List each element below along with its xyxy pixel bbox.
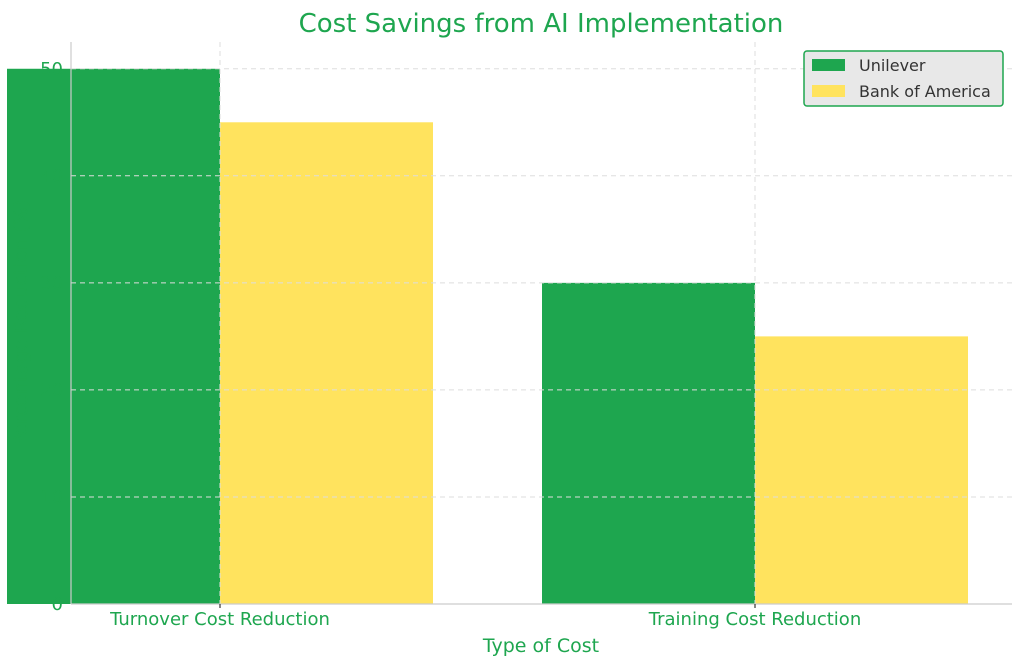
bar-bank-of-america-1 bbox=[755, 336, 968, 604]
bar-unilever-0 bbox=[7, 68, 220, 604]
bar-unilever-1 bbox=[542, 282, 755, 604]
legend-swatch-unilever bbox=[812, 59, 845, 71]
y-tick-label-20: 20 bbox=[40, 380, 63, 401]
chart-title: Cost Savings from AI Implementation bbox=[299, 9, 784, 39]
x-tick-label-0: Turnover Cost Reduction bbox=[109, 609, 330, 630]
y-axis-label: Percentage Reduction (%) bbox=[10, 200, 32, 447]
axes bbox=[70, 42, 1012, 608]
x-axis-label: Type of Cost bbox=[482, 635, 599, 657]
legend-label-bank-of-america: Bank of America bbox=[859, 82, 991, 101]
legend: Unilever Bank of America bbox=[803, 50, 1004, 107]
legend-label-unilever: Unilever bbox=[859, 56, 926, 75]
y-tick-label-30: 30 bbox=[40, 273, 63, 294]
y-tick-label-40: 40 bbox=[40, 166, 63, 187]
legend-swatch-bank-of-america bbox=[812, 85, 845, 97]
tick-labels: 0 10 20 30 40 50 Turnover Cost Reduction Traini… bbox=[40, 59, 861, 630]
bar-bank-of-america-0 bbox=[220, 122, 433, 605]
y-tick-label-0: 0 bbox=[52, 594, 63, 615]
bars bbox=[7, 68, 968, 605]
grid-overlay bbox=[71, 42, 1012, 604]
x-tick-label-1: Training Cost Reduction bbox=[648, 609, 861, 630]
y-tick-label-50: 50 bbox=[40, 59, 63, 80]
legend-box bbox=[803, 50, 1004, 107]
y-tick-label-10: 10 bbox=[40, 487, 63, 508]
